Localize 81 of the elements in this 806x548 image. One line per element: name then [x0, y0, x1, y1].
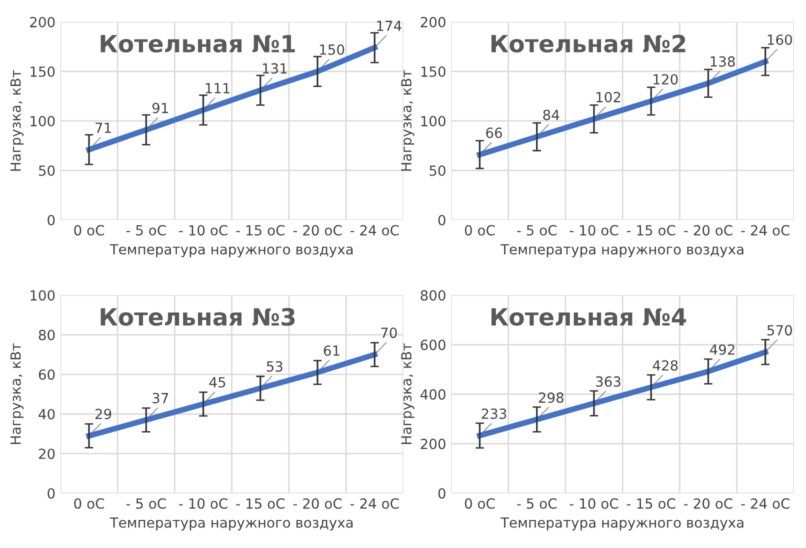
data-label: 428 — [652, 360, 678, 371]
x-tick-label: - 24 oC — [741, 498, 790, 509]
y-tick-label: 0 — [48, 488, 55, 499]
x-tick-label: - 10 oC — [570, 498, 618, 509]
y-tick-label: 0 — [48, 214, 55, 226]
y-tick-label: 100 — [30, 116, 55, 126]
data-label: 131 — [262, 63, 287, 74]
data-label: 37 — [152, 392, 168, 404]
y-axis-title: Нагрузка, кВт — [10, 343, 24, 444]
y-axis-title: Нагрузка, кВт — [10, 70, 24, 171]
data-label: 111 — [206, 83, 230, 94]
data-label: 160 — [768, 34, 792, 45]
y-tick-label: 80 — [38, 330, 55, 340]
chart-title: Котельная №3 — [100, 308, 295, 326]
x-tick-label: - 15 oC — [236, 498, 284, 509]
chart-title: Котельная №1 — [100, 34, 295, 53]
y-axis-title: Нагрузка, кВт — [401, 70, 414, 171]
x-tick-label: - 15 oC — [626, 498, 676, 509]
x-axis-title: Температура наружного воздуха — [110, 244, 353, 258]
y-tick-label: 200 — [420, 16, 446, 28]
y-tick-label: 100 — [30, 290, 55, 301]
y-tick-label: 50 — [430, 165, 446, 176]
y-tick-label: 800 — [420, 290, 446, 301]
x-tick-label: - 10 oC — [179, 498, 228, 509]
x-tick-label: 0 oC — [74, 225, 104, 236]
x-tick-label: - 24 oC — [350, 225, 399, 236]
data-label: 233 — [482, 408, 506, 419]
data-label: 91 — [152, 102, 168, 114]
data-label: 363 — [596, 376, 620, 387]
y-tick-label: 40 — [38, 408, 55, 420]
x-tick-label: - 15 oC — [626, 225, 676, 236]
x-tick-label: - 24 oC — [350, 498, 399, 509]
x-axis-title: Температура наружного воздуха — [500, 517, 744, 530]
data-label: 120 — [654, 74, 678, 85]
data-label: 570 — [767, 325, 792, 336]
data-label: 53 — [266, 361, 282, 372]
y-axis-title: Нагрузка, кВт — [401, 343, 414, 444]
data-label: 150 — [320, 44, 344, 55]
y-tick-label: 200 — [30, 16, 55, 28]
data-label: 66 — [486, 128, 502, 138]
x-tick-label: 0 oC — [464, 498, 495, 509]
y-tick-label: 600 — [420, 340, 446, 350]
data-label: 102 — [596, 92, 620, 102]
x-tick-label: - 20 oC — [293, 225, 342, 236]
x-tick-label: - 15 oC — [236, 225, 284, 236]
y-tick-label: 200 — [420, 438, 446, 450]
data-label: 84 — [543, 110, 560, 120]
x-tick-label: - 10 oC — [179, 225, 228, 236]
data-label: 61 — [324, 345, 340, 356]
x-tick-label: - 20 oC — [293, 498, 342, 509]
x-tick-label: - 20 oC — [684, 225, 732, 236]
y-tick-label: 0 — [438, 488, 446, 499]
data-label: 45 — [209, 377, 226, 388]
y-tick-label: 150 — [30, 66, 55, 77]
y-tick-label: 150 — [421, 66, 446, 77]
x-tick-label: - 5 oC — [126, 498, 166, 509]
data-label: 174 — [377, 20, 402, 31]
y-tick-label: 50 — [38, 165, 55, 176]
x-axis-title: Температура наружного воздуха — [110, 517, 353, 530]
data-label: 138 — [710, 56, 735, 67]
x-tick-label: 0 oC — [464, 225, 495, 236]
data-label: 71 — [96, 122, 111, 133]
data-label: 29 — [95, 408, 112, 420]
x-tick-label: - 5 oC — [517, 498, 557, 509]
chart-title: Котельная №2 — [491, 34, 686, 53]
chart-title: Котельная №4 — [491, 308, 686, 326]
x-tick-label: 0 oC — [74, 498, 104, 509]
y-tick-label: 20 — [38, 448, 55, 460]
data-label: 492 — [710, 344, 734, 355]
x-tick-label: - 24 oC — [741, 225, 790, 236]
data-label: 70 — [381, 328, 397, 338]
data-label: 298 — [538, 392, 564, 403]
x-axis-title: Температура наружного воздуха — [500, 244, 744, 258]
x-tick-label: - 10 oC — [570, 225, 618, 236]
y-tick-label: 100 — [421, 116, 446, 126]
x-tick-label: - 5 oC — [126, 225, 166, 236]
y-tick-label: 0 — [438, 214, 446, 226]
y-tick-label: 60 — [38, 369, 55, 380]
x-tick-label: - 20 oC — [684, 498, 732, 509]
y-tick-label: 400 — [420, 389, 446, 400]
x-tick-label: - 5 oC — [517, 225, 557, 236]
